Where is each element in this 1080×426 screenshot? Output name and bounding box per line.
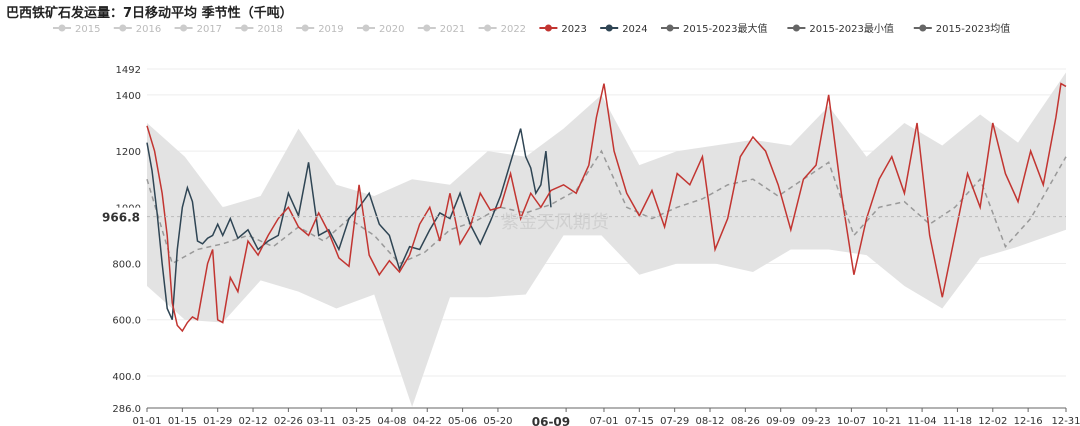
x-tick-label: 11-18 (943, 416, 972, 426)
legend-label: 2022 (501, 24, 526, 35)
legend-item-2016[interactable]: 2016 (113, 24, 161, 35)
legend-item-2015-2023最小值[interactable]: 2015-2023最小值 (787, 22, 894, 35)
x-tick-label: 12-02 (978, 416, 1007, 426)
legend-item-2018[interactable]: 2018 (235, 24, 283, 35)
x-tick-label: 04-08 (377, 416, 406, 426)
x-tick-label: 09-23 (802, 416, 831, 426)
axes: 286.0400.0600.0800.0100012001400149201-0… (112, 65, 1080, 426)
x-tick-label: 07-29 (660, 416, 689, 426)
legend-item-2021[interactable]: 2021 (417, 24, 465, 35)
series-line-2023 (146, 82, 1067, 333)
band-area (147, 72, 1066, 407)
legend-swatch-dot (180, 24, 188, 32)
legend-swatch-dot (666, 24, 674, 32)
legend-item-2022[interactable]: 2022 (478, 24, 526, 35)
legend-label: 2020 (379, 24, 404, 35)
legend-swatch-dot (58, 24, 66, 32)
legend[interactable]: 2015 2016 2017 2018 2019 2020 2021 2022 2023 2024… (53, 22, 1010, 35)
x-tick-label: 02-26 (274, 416, 303, 426)
x-tick-label: 08-12 (695, 416, 724, 426)
min-max-band (147, 72, 1066, 407)
x-tick-label: 03-25 (342, 416, 371, 426)
x-tick-label: 10-07 (837, 416, 866, 426)
crosshair-y-label-bg (105, 207, 145, 226)
legend-label: 2015-2023均值 (936, 22, 1011, 35)
legend-item-2023[interactable]: 2023 (539, 24, 587, 35)
legend-swatch-dot (544, 24, 552, 32)
x-tick-label: 10-21 (872, 416, 901, 426)
crosshair-x-label: 06-09 (532, 415, 570, 426)
legend-label: 2015-2023最小值 (809, 22, 894, 35)
x-tick-label: 01-29 (203, 416, 232, 426)
x-tick-label: 03-11 (307, 416, 336, 426)
legend-item-2015-2023均值[interactable]: 2015-2023均值 (913, 22, 1011, 35)
x-tick-label: 01-01 (132, 416, 161, 426)
legend-item-2017[interactable]: 2017 (174, 24, 222, 35)
legend-label: 2023 (561, 24, 586, 35)
y-tick-label: 286.0 (112, 404, 141, 415)
x-tick-label: 12-16 (1014, 416, 1043, 426)
x-tick-label: 09-09 (766, 416, 795, 426)
x-tick-label: 11-04 (908, 416, 937, 426)
legend-item-2024[interactable]: 2024 (600, 24, 648, 35)
x-tick-label: 04-22 (413, 416, 442, 426)
legend-label: 2018 (257, 24, 282, 35)
chart-title: 巴西铁矿石发运量：7日移动平均 季节性（千吨） (6, 6, 293, 21)
watermark-text: 紫金天风期货 (501, 212, 609, 233)
legend-swatch-dot (362, 24, 370, 32)
series-lines (146, 82, 1067, 333)
y-tick-label: 800.0 (112, 260, 141, 271)
legend-swatch-dot (919, 24, 927, 32)
x-tick-label: 08-26 (731, 416, 760, 426)
x-tick-label: 12-31 (1051, 416, 1080, 426)
legend-label: 2017 (197, 24, 222, 35)
x-tick-label: 05-06 (448, 416, 477, 426)
legend-swatch-dot (119, 24, 127, 32)
x-tick-label: 07-01 (589, 416, 618, 426)
legend-swatch-dot (605, 24, 613, 32)
x-tick-label: 01-15 (168, 416, 197, 426)
x-tick-label: 05-20 (483, 416, 512, 426)
y-tick-label: 600.0 (112, 316, 141, 327)
y-tick-label: 400.0 (112, 372, 141, 383)
legend-swatch-dot (301, 24, 309, 32)
y-tick-label: 1400 (116, 91, 141, 102)
crosshair-x-label-bg (528, 412, 573, 426)
legend-item-2019[interactable]: 2019 (296, 24, 344, 35)
legend-label: 2021 (440, 24, 465, 35)
x-tick-label: 02-12 (239, 416, 268, 426)
crosshair: 966.8 06-09 (102, 207, 1066, 426)
legend-swatch-dot (484, 24, 492, 32)
legend-item-2020[interactable]: 2020 (357, 24, 404, 35)
crosshair-y-label: 966.8 (102, 211, 140, 225)
legend-label: 2015-2023最大值 (683, 22, 768, 35)
legend-label: 2015 (75, 24, 100, 35)
legend-item-2015[interactable]: 2015 (53, 24, 100, 35)
legend-swatch-dot (792, 24, 800, 32)
x-tick-label: 07-15 (625, 416, 654, 426)
legend-item-2015-2023最大值[interactable]: 2015-2023最大值 (661, 22, 768, 35)
y-tick-label: 1492 (116, 65, 141, 76)
legend-label: 2024 (622, 24, 647, 35)
legend-swatch-dot (423, 24, 431, 32)
legend-swatch-dot (240, 24, 248, 32)
legend-label: 2016 (136, 24, 161, 35)
legend-label: 2019 (318, 24, 343, 35)
y-tick-label: 1200 (116, 147, 141, 158)
